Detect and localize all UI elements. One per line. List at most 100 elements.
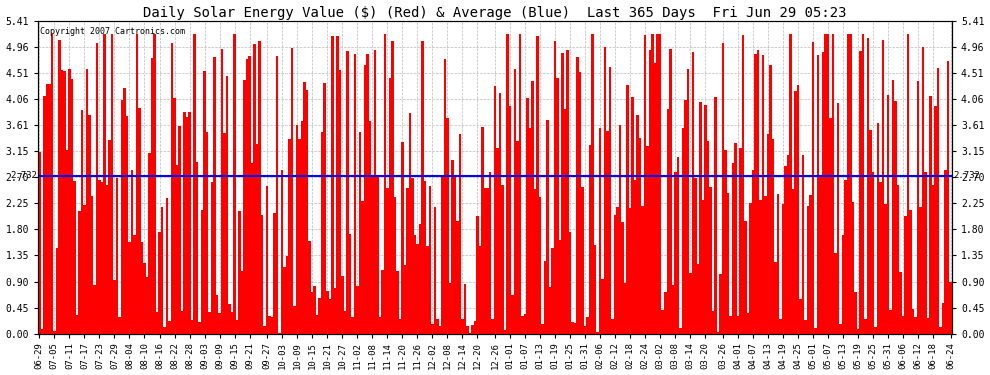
Bar <box>737 316 740 333</box>
Bar <box>183 112 186 333</box>
Bar <box>356 286 358 333</box>
Bar <box>271 317 273 333</box>
Bar <box>679 328 681 333</box>
Bar <box>627 86 629 333</box>
Bar <box>892 80 894 333</box>
Bar <box>937 68 940 333</box>
Bar <box>511 295 514 333</box>
Bar <box>809 195 812 333</box>
Bar <box>846 34 849 333</box>
Bar <box>910 210 912 333</box>
Bar <box>941 303 944 333</box>
Bar <box>160 207 163 333</box>
Bar <box>358 132 361 333</box>
Bar <box>63 71 65 333</box>
Bar <box>44 96 46 333</box>
Bar <box>727 194 729 333</box>
Bar <box>932 185 935 333</box>
Bar <box>601 279 604 333</box>
Bar <box>246 58 248 333</box>
Bar <box>476 216 479 333</box>
Bar <box>651 34 654 333</box>
Bar <box>851 202 854 333</box>
Bar <box>70 79 73 333</box>
Text: Copyright 2007 Cartronics.com: Copyright 2007 Cartronics.com <box>40 27 185 36</box>
Bar <box>424 182 426 333</box>
Bar <box>458 134 461 333</box>
Bar <box>429 186 432 333</box>
Bar <box>594 245 596 333</box>
Bar <box>584 326 586 333</box>
Bar <box>471 325 474 333</box>
Bar <box>949 282 952 333</box>
Bar <box>446 118 448 333</box>
Bar <box>769 65 771 333</box>
Bar <box>777 194 779 333</box>
Bar <box>544 261 546 333</box>
Bar <box>481 127 484 333</box>
Bar <box>396 271 399 333</box>
Bar <box>463 284 466 333</box>
Bar <box>301 121 304 333</box>
Bar <box>532 81 534 333</box>
Bar <box>867 38 869 333</box>
Bar <box>671 285 674 333</box>
Bar <box>930 96 932 333</box>
Bar <box>326 291 329 333</box>
Bar <box>837 103 840 333</box>
Bar <box>499 93 501 333</box>
Bar <box>661 310 664 333</box>
Bar <box>178 126 181 333</box>
Bar <box>391 41 394 333</box>
Bar <box>351 317 353 333</box>
Bar <box>118 317 121 333</box>
Bar <box>346 51 348 333</box>
Bar <box>509 106 511 333</box>
Bar <box>822 52 825 333</box>
Bar <box>699 102 702 333</box>
Bar <box>224 133 226 333</box>
Bar <box>553 41 556 333</box>
Bar <box>902 316 904 333</box>
Bar <box>529 128 532 333</box>
Bar <box>136 34 139 333</box>
Bar <box>293 306 296 333</box>
Bar <box>389 78 391 333</box>
Bar <box>255 144 258 333</box>
Bar <box>466 326 468 333</box>
Bar <box>897 185 899 333</box>
Bar <box>108 140 111 333</box>
Bar <box>368 120 371 333</box>
Bar <box>229 304 231 333</box>
Bar <box>639 138 642 333</box>
Bar <box>622 222 624 333</box>
Bar <box>779 319 782 333</box>
Bar <box>80 110 83 333</box>
Bar <box>411 178 414 333</box>
Bar <box>574 323 576 333</box>
Bar <box>704 105 707 333</box>
Bar <box>273 213 276 333</box>
Bar <box>60 70 63 333</box>
Bar <box>261 216 263 333</box>
Bar <box>53 331 55 333</box>
Bar <box>474 321 476 333</box>
Bar <box>825 34 827 333</box>
Bar <box>649 50 651 333</box>
Bar <box>537 36 539 333</box>
Bar <box>501 185 504 333</box>
Bar <box>642 206 644 333</box>
Bar <box>872 172 874 333</box>
Bar <box>522 316 524 333</box>
Bar <box>68 69 70 333</box>
Bar <box>632 97 634 333</box>
Bar <box>111 34 113 333</box>
Bar <box>93 285 96 333</box>
Bar <box>774 262 777 333</box>
Bar <box>208 312 211 333</box>
Bar <box>50 34 53 333</box>
Bar <box>599 128 601 333</box>
Bar <box>496 148 499 333</box>
Bar <box>453 176 456 333</box>
Bar <box>607 131 609 333</box>
